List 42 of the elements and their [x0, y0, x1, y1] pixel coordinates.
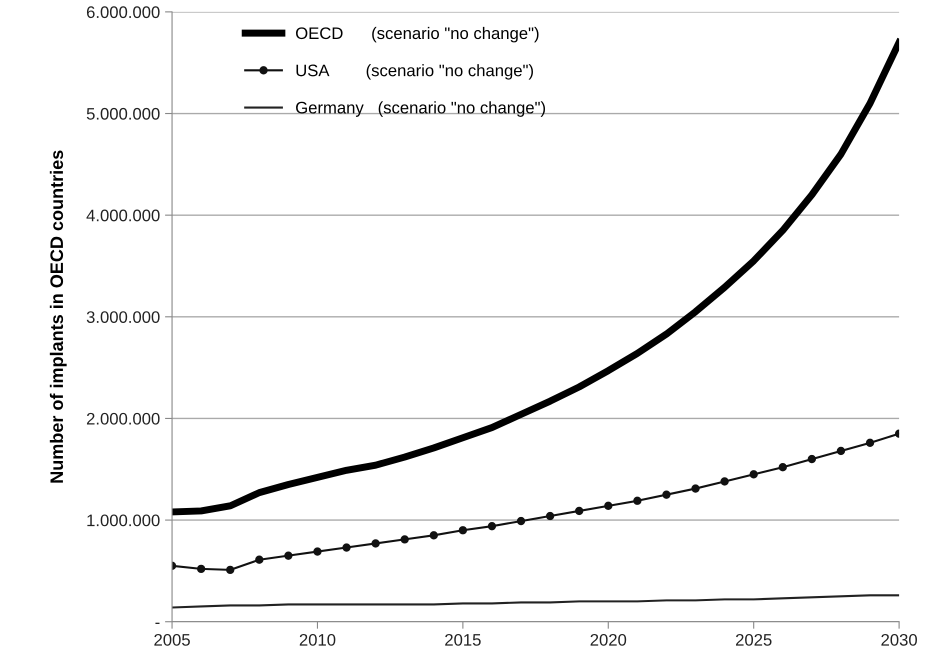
point [313, 547, 322, 556]
point [488, 522, 496, 530]
legend-label: Germany (scenario "no change") [296, 101, 546, 117]
point [808, 454, 816, 464]
point [342, 543, 351, 552]
point [430, 531, 438, 540]
x-tick-label: 2025 [736, 634, 772, 646]
x-tick-label: 2020 [590, 634, 626, 646]
point [778, 463, 787, 472]
x-tick-label: 2005 [154, 634, 190, 646]
point [575, 506, 584, 516]
point [546, 512, 554, 520]
legend-label: USA (scenario "no change") [296, 64, 533, 80]
y-axis-title: Number of implants in OECD countries [50, 150, 67, 483]
point [196, 564, 206, 574]
point [691, 484, 700, 493]
point [400, 535, 409, 544]
legend-label: OECD (scenario "no change") [296, 26, 539, 42]
point [255, 556, 264, 564]
y-tick-label: 6.000.000 [86, 6, 160, 18]
y-tick-label: 5.000.000 [86, 108, 160, 120]
point [371, 539, 380, 548]
point [516, 516, 526, 526]
y-tick-label: 2.000.000 [86, 412, 160, 425]
point [458, 526, 468, 534]
point [284, 551, 293, 560]
y-tick-label: 3.000.000 [86, 311, 160, 324]
point [750, 470, 758, 479]
point [633, 496, 642, 505]
point [720, 477, 729, 486]
x-tick-label: 2030 [881, 634, 917, 646]
x-tick-label: 2015 [445, 634, 481, 646]
x-tick-label: 2010 [300, 634, 336, 646]
point [604, 502, 612, 510]
point [836, 446, 846, 456]
line-series [172, 594, 900, 609]
point [866, 438, 874, 447]
y-tick-label: 1.000.000 [87, 514, 160, 526]
y-tick-label: 4.000.000 [86, 210, 160, 222]
point [662, 490, 671, 499]
y-tick-label: - [155, 622, 160, 624]
point [226, 566, 234, 574]
